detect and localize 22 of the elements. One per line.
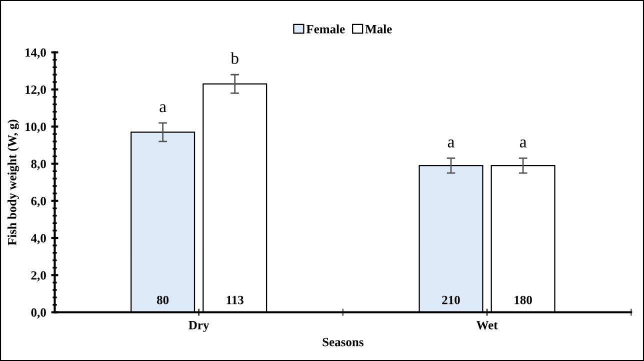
y-tick-label: 10,0 — [26, 122, 46, 133]
y-tick-label: 2,0 — [31, 271, 46, 282]
y-tick-label: 4,0 — [30, 234, 46, 244]
annotation: a — [160, 104, 166, 112]
annotation: 180 — [514, 296, 532, 304]
y-axis-title: Fish body weight (W, g) — [8, 120, 19, 246]
legend-label: Female — [306, 24, 345, 34]
x-tick-label: Wet — [476, 321, 498, 330]
x-tick-label: Dry — [188, 321, 210, 332]
legend-label: Male — [365, 24, 392, 34]
y-tick-label: 8,0 — [31, 160, 46, 170]
y-tick-label: 14,0 — [26, 48, 46, 59]
annotation: a — [448, 140, 454, 148]
annotation: a — [520, 140, 527, 148]
annotation: b — [230, 52, 238, 64]
y-tick-label: 0,0 — [31, 308, 46, 319]
x-axis-title: Seasons — [322, 338, 364, 346]
annotation: 210 — [442, 296, 460, 304]
annotation: 80 — [156, 296, 169, 304]
y-tick-label: 12,0 — [26, 86, 46, 96]
y-tick-label: 6,0 — [31, 196, 46, 208]
annotation: 113 — [226, 296, 244, 304]
